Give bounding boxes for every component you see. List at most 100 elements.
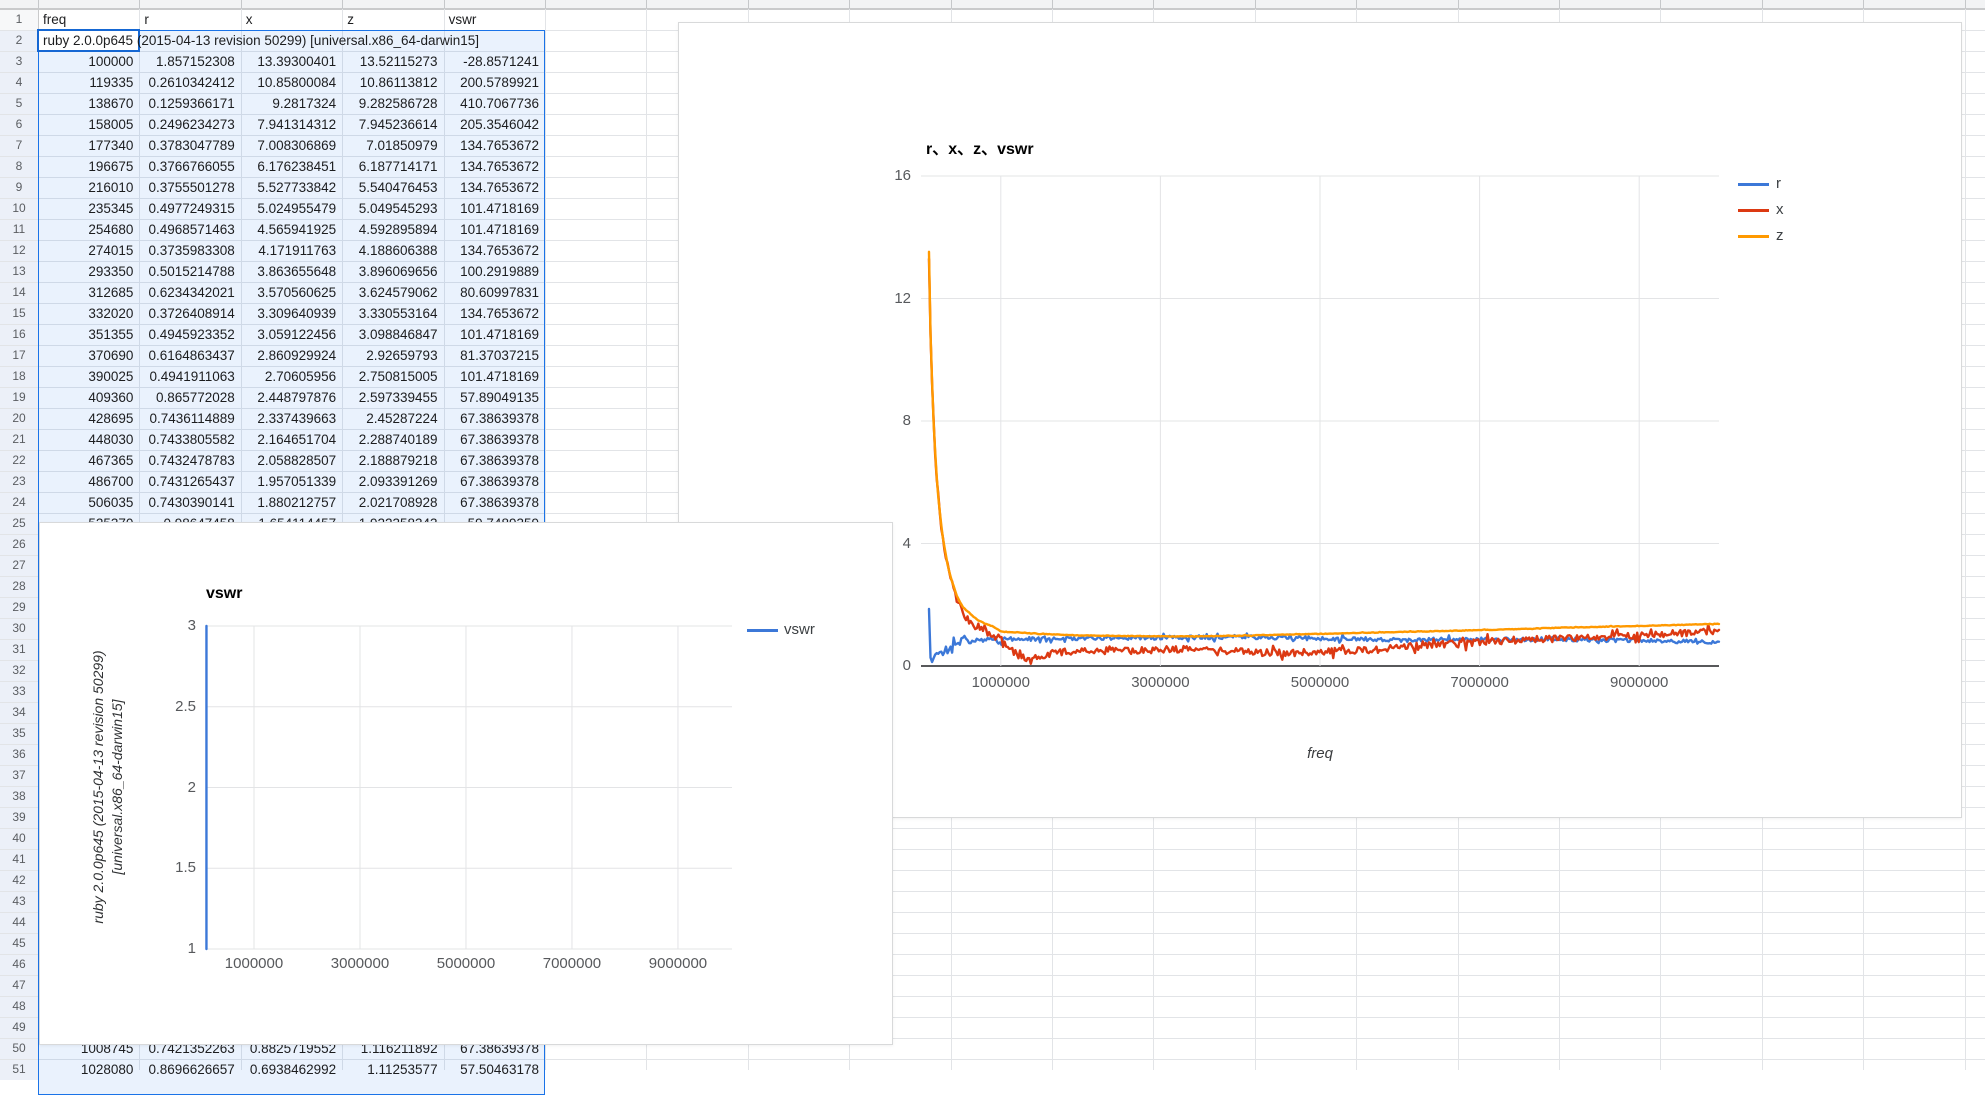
row-header-39[interactable]: 39 — [0, 807, 38, 828]
table-cell-r22c5[interactable]: 67.38639378 — [447, 450, 539, 471]
row-header-15[interactable]: 15 — [0, 303, 38, 324]
row-header-3[interactable]: 3 — [0, 51, 38, 72]
table-cell-r19c2[interactable]: 0.865772028 — [142, 387, 234, 408]
row-header-22[interactable]: 22 — [0, 450, 38, 471]
row-header-34[interactable]: 34 — [0, 702, 38, 723]
row-header-41[interactable]: 41 — [0, 849, 38, 870]
table-cell-r18c1[interactable]: 390025 — [41, 366, 133, 387]
row-header-17[interactable]: 17 — [0, 345, 38, 366]
row-header-5[interactable]: 5 — [0, 93, 38, 114]
table-cell-r12c2[interactable]: 0.3735983308 — [142, 240, 234, 261]
table-cell-r23c5[interactable]: 67.38639378 — [447, 471, 539, 492]
table-cell-r4c2[interactable]: 0.2610342412 — [142, 72, 234, 93]
row-header-45[interactable]: 45 — [0, 933, 38, 954]
table-cell-r11c2[interactable]: 0.4968571463 — [142, 219, 234, 240]
row-header-26[interactable]: 26 — [0, 534, 38, 555]
table-cell-r9c4[interactable]: 5.540476453 — [345, 177, 437, 198]
table-cell-r5c2[interactable]: 0.1259366171 — [142, 93, 234, 114]
row-header-10[interactable]: 10 — [0, 198, 38, 219]
table-cell-r6c4[interactable]: 7.945236614 — [345, 114, 437, 135]
table-cell-r16c1[interactable]: 351355 — [41, 324, 133, 345]
table-cell-r10c1[interactable]: 235345 — [41, 198, 133, 219]
row-header-42[interactable]: 42 — [0, 870, 38, 891]
table-cell-r21c2[interactable]: 0.7433805582 — [142, 429, 234, 450]
table-cell-r15c1[interactable]: 332020 — [41, 303, 133, 324]
table-cell-r22c3[interactable]: 2.058828507 — [244, 450, 336, 471]
legend-label-z[interactable]: z — [1776, 229, 1784, 243]
row-header-18[interactable]: 18 — [0, 366, 38, 387]
table-cell-r17c1[interactable]: 370690 — [41, 345, 133, 366]
table-cell-r19c1[interactable]: 409360 — [41, 387, 133, 408]
table-cell-r4c4[interactable]: 10.86113812 — [345, 72, 437, 93]
table-cell-r17c4[interactable]: 2.92659793 — [345, 345, 437, 366]
table-cell-r20c3[interactable]: 2.337439663 — [244, 408, 336, 429]
table-cell-r24c3[interactable]: 1.880212757 — [244, 492, 336, 513]
table-cell-r21c3[interactable]: 2.164651704 — [244, 429, 336, 450]
table-cell-r6c1[interactable]: 158005 — [41, 114, 133, 135]
table-cell-r14c3[interactable]: 3.570560625 — [244, 282, 336, 303]
table-cell-r11c4[interactable]: 4.592895894 — [345, 219, 437, 240]
table-cell-r3c3[interactable]: 13.39300401 — [244, 51, 336, 72]
table-cell-r24c5[interactable]: 67.38639378 — [447, 492, 539, 513]
table-cell-r12c5[interactable]: 134.7653672 — [447, 240, 539, 261]
row-header-49[interactable]: 49 — [0, 1017, 38, 1038]
table-cell-r6c2[interactable]: 0.2496234273 — [142, 114, 234, 135]
row-header-20[interactable]: 20 — [0, 408, 38, 429]
table-cell-r17c5[interactable]: 81.37037215 — [447, 345, 539, 366]
table-cell-r20c5[interactable]: 67.38639378 — [447, 408, 539, 429]
table-cell-r13c5[interactable]: 100.2919889 — [447, 261, 539, 282]
table-cell-r10c4[interactable]: 5.049545293 — [345, 198, 437, 219]
table-cell-r10c2[interactable]: 0.4977249315 — [142, 198, 234, 219]
table-cell-r4c3[interactable]: 10.85800084 — [244, 72, 336, 93]
row-header-13[interactable]: 13 — [0, 261, 38, 282]
table-cell-r12c1[interactable]: 274015 — [41, 240, 133, 261]
row-header-16[interactable]: 16 — [0, 324, 38, 345]
table-cell-r13c2[interactable]: 0.5015214788 — [142, 261, 234, 282]
table-cell-r4c1[interactable]: 119335 — [41, 72, 133, 93]
table-cell-r16c4[interactable]: 3.098846847 — [345, 324, 437, 345]
table-cell-r18c4[interactable]: 2.750815005 — [345, 366, 437, 387]
table-cell-r20c1[interactable]: 428695 — [41, 408, 133, 429]
table-cell-r8c5[interactable]: 134.7653672 — [447, 156, 539, 177]
table-cell-r3c1[interactable]: 100000 — [41, 51, 133, 72]
legend-label-vswr[interactable]: vswr — [784, 623, 815, 637]
table-cell-r7c3[interactable]: 7.008306869 — [244, 135, 336, 156]
table-cell-r7c4[interactable]: 7.01850979 — [345, 135, 437, 156]
row-header-32[interactable]: 32 — [0, 660, 38, 681]
row-header-30[interactable]: 30 — [0, 618, 38, 639]
table-cell-r17c3[interactable]: 2.860929924 — [244, 345, 336, 366]
table-cell-r22c1[interactable]: 467365 — [41, 450, 133, 471]
row-header-35[interactable]: 35 — [0, 723, 38, 744]
table-cell-r19c5[interactable]: 57.89049135 — [447, 387, 539, 408]
column-header-strip[interactable] — [0, 0, 1985, 9]
row-header-11[interactable]: 11 — [0, 219, 38, 240]
table-cell-r21c1[interactable]: 448030 — [41, 429, 133, 450]
table-cell-r11c1[interactable]: 254680 — [41, 219, 133, 240]
table-cell-r7c2[interactable]: 0.3783047789 — [142, 135, 234, 156]
table-cell-r7c1[interactable]: 177340 — [41, 135, 133, 156]
row-header-28[interactable]: 28 — [0, 576, 38, 597]
table-cell-r24c4[interactable]: 2.021708928 — [345, 492, 437, 513]
table-cell-r5c5[interactable]: 410.7067736 — [447, 93, 539, 114]
table-cell-r12c4[interactable]: 4.188606388 — [345, 240, 437, 261]
table-cell-r20c4[interactable]: 2.45287224 — [345, 408, 437, 429]
row-header-43[interactable]: 43 — [0, 891, 38, 912]
table-cell-r5c4[interactable]: 9.282586728 — [345, 93, 437, 114]
table-cell-r8c4[interactable]: 6.187714171 — [345, 156, 437, 177]
table-cell-r23c1[interactable]: 486700 — [41, 471, 133, 492]
table-cell-r14c2[interactable]: 0.6234342021 — [142, 282, 234, 303]
table-cell-r14c5[interactable]: 80.60997831 — [447, 282, 539, 303]
table-cell-r24c1[interactable]: 506035 — [41, 492, 133, 513]
table-cell-r6c3[interactable]: 7.941314312 — [244, 114, 336, 135]
table-cell-r14c1[interactable]: 312685 — [41, 282, 133, 303]
row-header-8[interactable]: 8 — [0, 156, 38, 177]
row-header-50[interactable]: 50 — [0, 1038, 38, 1059]
table-cell-r5c3[interactable]: 9.2817324 — [244, 93, 336, 114]
table-cell-r3c4[interactable]: 13.52115273 — [345, 51, 437, 72]
table-cell-r20c2[interactable]: 0.7436114889 — [142, 408, 234, 429]
table-cell-r11c3[interactable]: 4.565941925 — [244, 219, 336, 240]
table-cell-r23c2[interactable]: 0.7431265437 — [142, 471, 234, 492]
row-header-36[interactable]: 36 — [0, 744, 38, 765]
row-header-33[interactable]: 33 — [0, 681, 38, 702]
table-cell-r8c3[interactable]: 6.176238451 — [244, 156, 336, 177]
